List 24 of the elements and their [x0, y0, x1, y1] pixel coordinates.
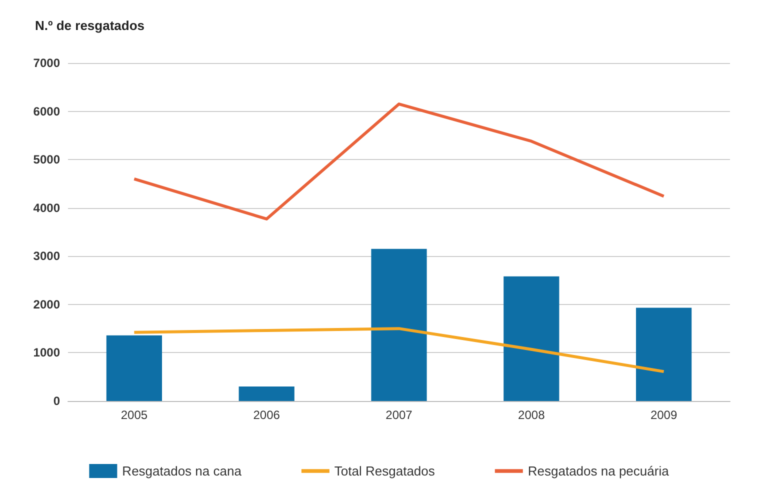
y-tick-label: 7000: [33, 56, 60, 70]
y-tick-label: 3000: [33, 249, 60, 264]
y-tick-label: 6000: [33, 104, 60, 118]
y-axis-title: N.º de resgatados: [35, 18, 145, 33]
x-tick-label: 2008: [518, 408, 546, 422]
legend-label: Resgatados na pecuária: [528, 464, 670, 478]
line-series: [132, 102, 666, 220]
legend-label: Resgatados na cana: [122, 464, 242, 478]
legend-label: Total Resgatados: [334, 464, 436, 478]
line-series: [132, 327, 666, 374]
y-tick-label: 5000: [33, 152, 60, 167]
x-tick-label: 2009: [650, 408, 678, 422]
x-tick-label: 2006: [253, 408, 280, 422]
y-tick-label: 0: [53, 394, 60, 408]
bar: [371, 248, 427, 401]
x-tick-label: 2007: [386, 408, 413, 422]
bar: [504, 276, 560, 401]
bar: [106, 335, 162, 401]
x-tick-label: 2005: [120, 408, 148, 422]
y-tick-label: 2000: [33, 297, 60, 312]
bar: [636, 308, 692, 401]
y-tick-label: 4000: [33, 200, 60, 215]
y-tick-label: 1000: [33, 346, 60, 360]
bar: [238, 386, 294, 401]
